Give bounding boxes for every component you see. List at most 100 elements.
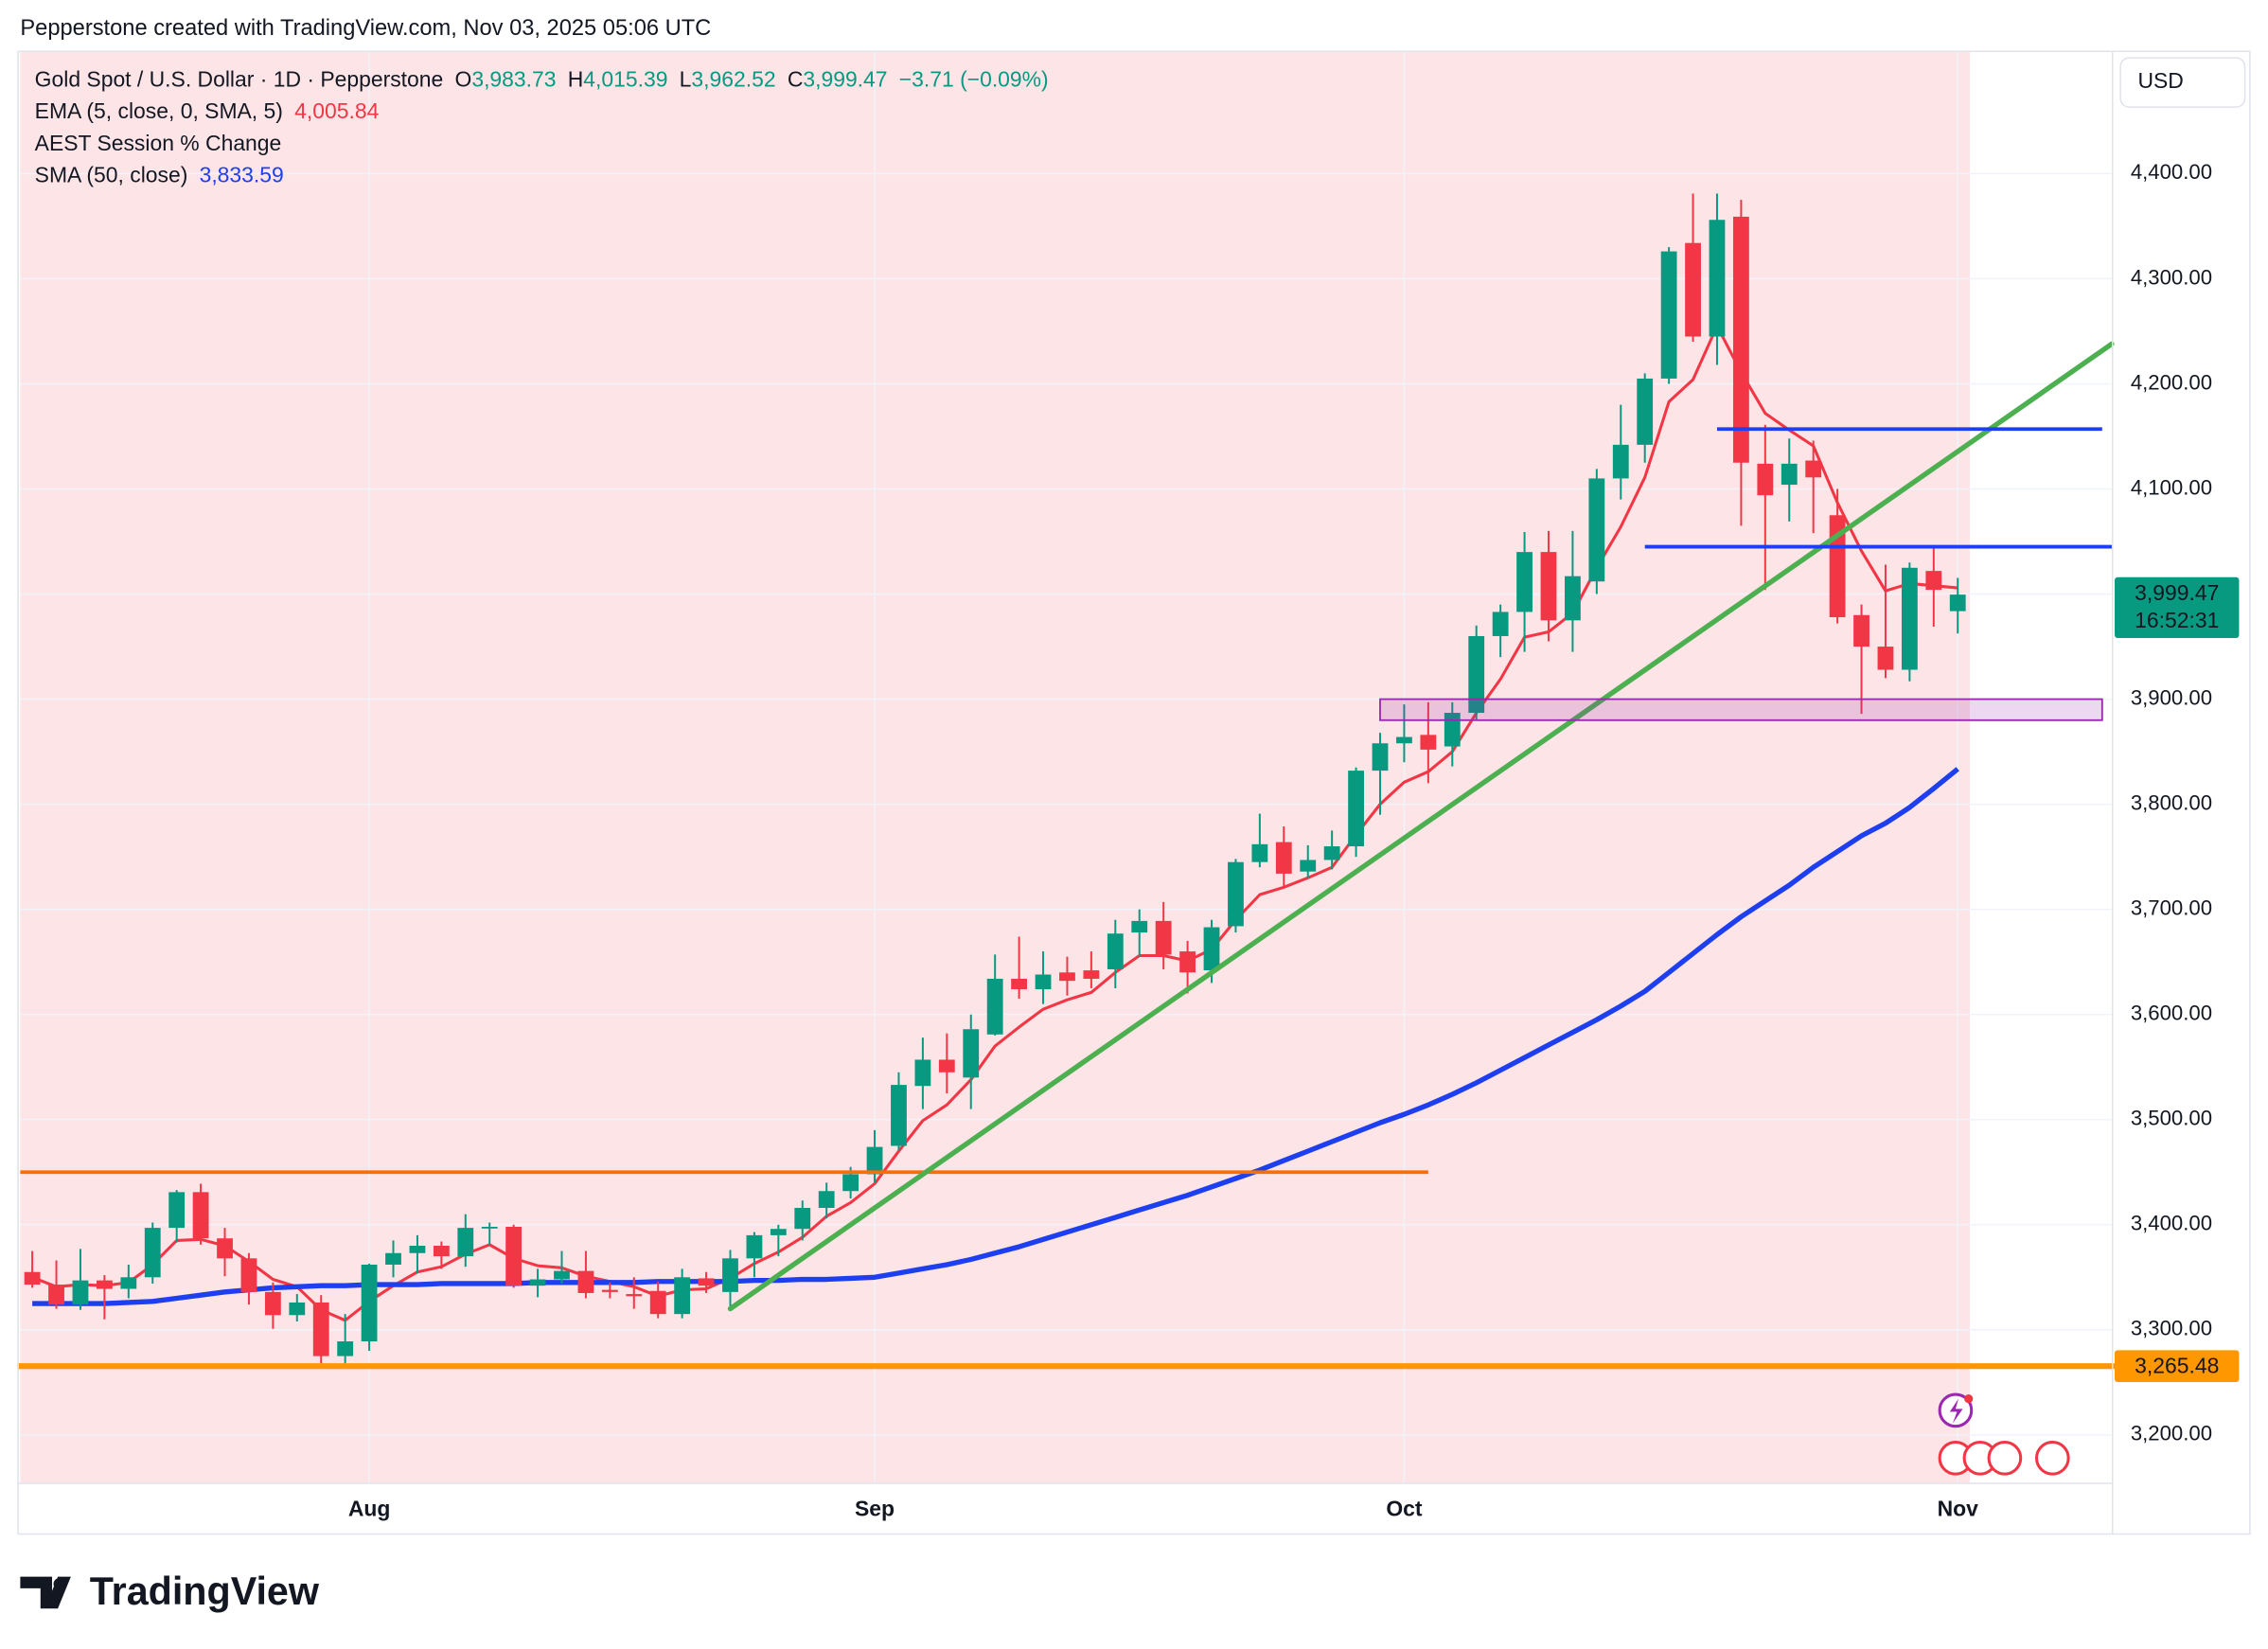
y-tick-label: 3,500.00	[2131, 1107, 2212, 1130]
candle-body	[1516, 552, 1533, 612]
price-badge	[2115, 1350, 2240, 1382]
candle-body	[866, 1146, 883, 1175]
candle-body	[529, 1279, 546, 1286]
last-price-label: 3,999.47	[2135, 580, 2219, 605]
candle-body	[554, 1270, 570, 1280]
logo-dot	[53, 1578, 65, 1590]
candle-body	[1805, 460, 1822, 478]
y-tick-label: 4,100.00	[2131, 475, 2212, 499]
candle-body	[1179, 951, 1196, 973]
legend: Gold Spot / U.S. Dollar · 1D · Peppersto…	[35, 67, 1049, 187]
candle-body	[938, 1059, 955, 1073]
candle-body	[217, 1238, 233, 1259]
candle-body	[1877, 647, 1894, 670]
candle-body	[1853, 614, 1869, 647]
candle-body	[361, 1264, 378, 1342]
candle-body	[1492, 612, 1509, 636]
indicator-name: SMA (50, close)	[35, 162, 188, 186]
y-tick-label: 3,600.00	[2131, 1002, 2212, 1025]
ohlc-value: 4,015.39	[583, 67, 667, 92]
ohlc-value: 3,999.47	[803, 67, 887, 92]
y-tick-label: 3,400.00	[2131, 1212, 2212, 1235]
candle-body	[240, 1258, 257, 1292]
candle-body	[1540, 552, 1557, 621]
currency[interactable]: USD	[2137, 68, 2183, 93]
change: −3.71 (−0.09%)	[899, 67, 1049, 92]
candle-body	[1228, 861, 1244, 927]
candle-body	[601, 1289, 618, 1292]
logo: TradingView	[20, 1569, 320, 1613]
candle-body	[1901, 567, 1918, 670]
candle-body	[1275, 842, 1292, 874]
candle-body	[72, 1280, 89, 1305]
candle-body	[289, 1302, 306, 1316]
candle-body	[794, 1208, 811, 1230]
candle-body	[264, 1291, 281, 1316]
candle-body	[312, 1302, 329, 1356]
candle-body	[1468, 635, 1485, 714]
candle-body	[168, 1192, 186, 1229]
candle-body	[1348, 771, 1364, 847]
candle-body	[1637, 378, 1654, 445]
candle-body	[1565, 576, 1581, 621]
ohlc-letter: L	[680, 67, 692, 92]
logo-text: TradingView	[90, 1569, 320, 1613]
legend-line: SMA (50, close) 3,833.59	[35, 162, 284, 186]
candle-body	[649, 1290, 666, 1315]
trend-line	[727, 341, 2115, 1312]
session-shade	[20, 50, 1970, 1483]
zone-box	[1379, 698, 2103, 721]
candle-body	[914, 1059, 931, 1087]
candle-body	[1251, 843, 1268, 862]
candle-body	[505, 1227, 523, 1286]
legend-line: EMA (5, close, 0, SMA, 5) 4,005.84	[35, 98, 380, 123]
event-dot	[1964, 1394, 1974, 1404]
indicator-line	[32, 767, 1959, 1306]
candle-body	[433, 1245, 450, 1257]
candle-body	[1709, 220, 1726, 337]
candle-body	[818, 1191, 835, 1209]
candle-body	[1155, 920, 1172, 955]
flag-icon[interactable]	[1987, 1440, 2023, 1476]
candle-body	[96, 1280, 113, 1289]
indicator-value: 3,833.59	[200, 162, 284, 186]
candle-body	[770, 1229, 787, 1235]
ohlc-letter: O	[455, 67, 472, 92]
x-tick-label: Oct	[1386, 1496, 1423, 1520]
candle-body	[337, 1341, 354, 1356]
candle-body	[746, 1234, 763, 1259]
candle-body	[1612, 444, 1629, 479]
currency-button[interactable]	[2119, 57, 2246, 108]
candle-body	[1420, 735, 1437, 750]
ohlc-letter: H	[568, 67, 584, 92]
candle-body	[1949, 594, 1966, 612]
indicator-value: 4,005.84	[294, 98, 379, 123]
y-tick-label: 3,200.00	[2131, 1422, 2212, 1445]
price-badge-label: 3,265.48	[2135, 1354, 2219, 1378]
candle-body	[1131, 920, 1148, 933]
y-tick-label: 4,300.00	[2131, 265, 2212, 289]
candle-body	[577, 1270, 594, 1293]
candle-body	[1732, 216, 1749, 463]
candle-body	[1444, 713, 1461, 747]
flag-icon[interactable]	[2034, 1440, 2070, 1476]
candle-body	[1011, 978, 1028, 990]
candle-body	[1685, 242, 1701, 337]
candle-body	[1107, 933, 1124, 969]
ohlc-value: 3,983.73	[471, 67, 556, 92]
x-tick-label: Nov	[1938, 1496, 1979, 1520]
candle-body	[698, 1278, 715, 1286]
candle-body	[1660, 251, 1677, 379]
candle-body	[963, 1029, 980, 1078]
candle-body	[1588, 478, 1605, 582]
legend-line: AEST Session % Change	[35, 131, 282, 155]
candle-body	[1323, 846, 1340, 860]
candle-body	[1372, 743, 1389, 771]
candle-body	[986, 978, 1003, 1035]
plot	[17, 50, 2116, 1483]
candle-body	[385, 1252, 401, 1265]
symbol-title: Gold Spot / U.S. Dollar · 1D · Peppersto…	[35, 67, 444, 92]
candle-body	[1925, 571, 1942, 591]
